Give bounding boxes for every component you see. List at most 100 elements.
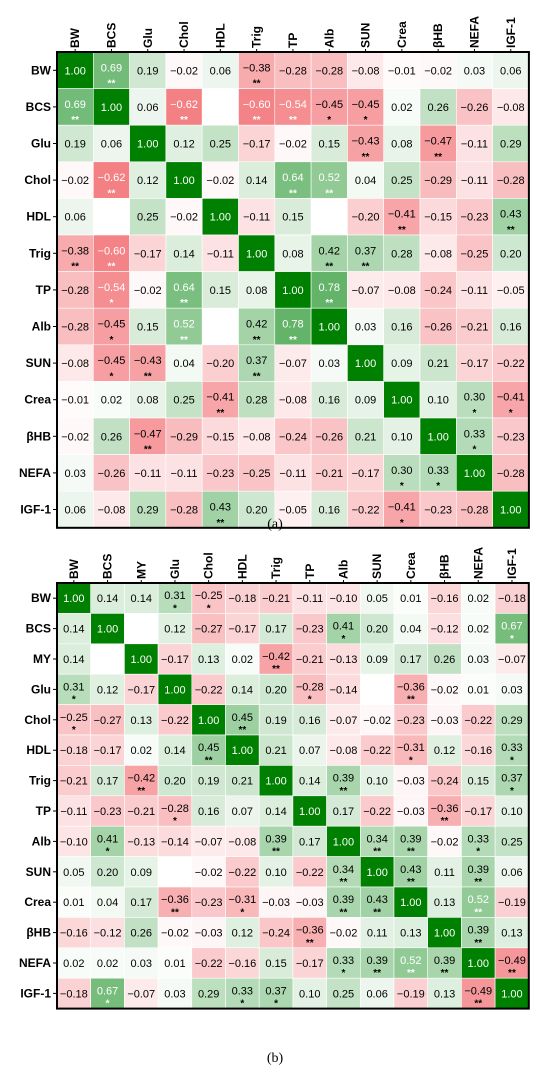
significance-mark: ** <box>272 847 280 858</box>
heatmap-cell <box>124 582 159 614</box>
significance-mark: * <box>308 695 312 706</box>
heatmap-cell <box>93 490 130 529</box>
heatmap-cell <box>56 856 92 888</box>
cell-value: 0.06 <box>210 65 231 77</box>
cell-value: 0.67 <box>501 621 522 633</box>
cell-value: 1.00 <box>64 65 85 77</box>
cell-value: 1.00 <box>319 322 340 334</box>
cell-value: 0.13 <box>434 897 455 909</box>
cell-value: −0.02 <box>170 65 198 77</box>
heatmap-panel-a: BW BCS Glu Chol HDL Trig TP Alb SUN Crea βHB NEFA IG… <box>19 16 530 529</box>
row-label: HDL <box>26 210 51 224</box>
heatmap-cell <box>310 490 348 529</box>
heatmap-cell <box>419 381 457 419</box>
significance-mark: * <box>109 335 113 346</box>
cell-value: −0.38 <box>243 62 271 74</box>
cell-value: 0.06 <box>64 212 85 224</box>
heatmap-cell <box>326 643 361 675</box>
cell-value: 0.26 <box>101 431 122 443</box>
cell-value: −0.02 <box>279 139 307 151</box>
significance-mark: ** <box>407 968 415 979</box>
cell-value: −0.10 <box>330 593 358 605</box>
cell-value: 0.20 <box>265 684 286 696</box>
cell-value: 1.00 <box>282 285 303 297</box>
cell-value: −0.18 <box>60 745 88 757</box>
heatmap-cell <box>238 344 276 382</box>
cell-value: 0.19 <box>198 776 219 788</box>
row-label: Alb <box>32 834 51 848</box>
cell-value: −0.08 <box>424 248 452 260</box>
heatmap-cell <box>383 381 421 419</box>
row-label: Alb <box>32 320 51 334</box>
heatmap-cell <box>292 765 327 797</box>
cell-value: −0.18 <box>498 593 526 605</box>
cell-value: −0.22 <box>161 715 189 727</box>
cell-value: −0.45 <box>315 99 343 111</box>
col-label: MY <box>134 561 148 579</box>
cell-value: −0.11 <box>171 468 198 480</box>
cell-value: 0.39 <box>366 955 387 967</box>
heatmap-cell <box>124 734 159 766</box>
heatmap-cell <box>258 704 294 736</box>
col-label: Trig <box>250 26 264 48</box>
heatmap-cell <box>191 765 226 797</box>
cell-value: −0.29 <box>170 431 198 443</box>
cell-value: −0.08 <box>228 836 256 848</box>
cell-value: 0.14 <box>63 654 84 666</box>
cell-value: 0.17 <box>299 836 320 848</box>
heatmap-cell <box>427 613 462 645</box>
significance-mark: * <box>409 755 413 766</box>
cell-value: 0.14 <box>63 624 84 636</box>
cell-value: −0.17 <box>228 624 256 636</box>
heatmap-cell <box>427 947 462 979</box>
heatmap-cell <box>90 734 125 766</box>
cell-value: −0.49 <box>498 955 526 967</box>
heatmap-cell <box>347 454 384 492</box>
cell-value: −0.36 <box>161 894 189 906</box>
cell-value: 0.02 <box>101 395 122 407</box>
heatmap-cell <box>124 765 159 797</box>
heatmap-cell <box>56 704 92 736</box>
cell-value: −0.26 <box>424 322 452 334</box>
cell-value: −0.07 <box>352 285 380 297</box>
cell-value: 0.78 <box>319 282 340 294</box>
cell-value: −0.02 <box>363 715 391 727</box>
cell-value: 0.69 <box>64 99 85 111</box>
cell-value: 0.09 <box>391 358 412 370</box>
heatmap-cell <box>157 917 193 949</box>
row-label: Crea <box>24 393 51 407</box>
heatmap-cell <box>238 161 276 199</box>
heatmap-cell <box>124 795 159 827</box>
significance-mark: * <box>364 115 368 126</box>
cell-value: −0.23 <box>296 624 324 636</box>
heatmap-cell <box>359 886 395 918</box>
heatmap-cell <box>455 161 493 199</box>
heatmap-cell <box>492 417 530 455</box>
col-label: SUN <box>359 23 373 48</box>
col-label: βHB <box>431 23 445 48</box>
heatmap-cell <box>90 704 125 736</box>
cell-value: −0.28 <box>279 65 307 77</box>
col-label: Trig <box>269 557 283 579</box>
cell-value: 0.31 <box>63 681 84 693</box>
cell-value: −0.16 <box>228 958 256 970</box>
col-label: IGF-1 <box>505 548 519 579</box>
cell-value: 0.06 <box>101 139 122 151</box>
cell-value: 0.39 <box>333 894 354 906</box>
significance-mark: ** <box>171 907 179 918</box>
heatmap-cell <box>455 454 493 492</box>
significance-mark: * <box>240 907 244 918</box>
cell-value: 0.15 <box>137 322 158 334</box>
col-label: Alb <box>336 560 350 579</box>
cell-value: −0.11 <box>243 212 270 224</box>
heatmap-cell <box>326 734 361 766</box>
col-label: HDL <box>235 554 249 579</box>
heatmap-cell <box>191 856 226 888</box>
significance-mark: ** <box>340 877 348 888</box>
heatmap-cell <box>292 886 327 918</box>
cell-value: −0.18 <box>228 593 256 605</box>
cell-value: 0.03 <box>164 988 185 1000</box>
cell-value: −0.23 <box>195 897 223 909</box>
heatmap-panel-b: BW BCS MY Glu Chol HDL Trig TP Alb SUN Crea βHB NEFA… <box>19 547 530 1010</box>
cell-value: 0.14 <box>265 806 286 818</box>
